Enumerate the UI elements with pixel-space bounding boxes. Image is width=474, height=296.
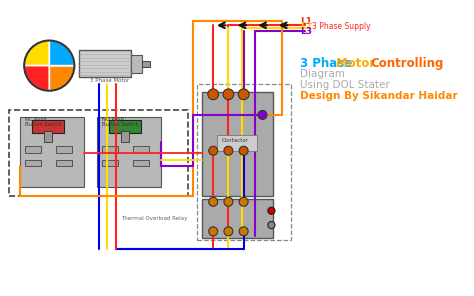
Circle shape bbox=[239, 197, 248, 206]
Text: Design By Sikandar Haidar: Design By Sikandar Haidar bbox=[300, 91, 458, 101]
Bar bbox=[55, 160, 72, 166]
Bar bbox=[109, 120, 141, 133]
Bar bbox=[44, 131, 52, 142]
Text: 3 Phase Motor: 3 Phase Motor bbox=[90, 78, 129, 83]
Bar bbox=[201, 92, 273, 196]
Bar bbox=[131, 55, 142, 73]
Bar bbox=[20, 117, 84, 186]
Wedge shape bbox=[24, 41, 49, 66]
Text: 3 Phase: 3 Phase bbox=[300, 57, 356, 70]
Circle shape bbox=[268, 207, 275, 214]
Bar bbox=[25, 160, 41, 166]
Circle shape bbox=[239, 146, 248, 155]
Circle shape bbox=[209, 146, 218, 155]
Text: L3: L3 bbox=[300, 27, 312, 36]
Text: Thermal Overload Relay: Thermal Overload Relay bbox=[121, 216, 187, 221]
Text: L1: L1 bbox=[300, 17, 312, 25]
Bar bbox=[32, 120, 64, 133]
Bar bbox=[55, 146, 72, 152]
Bar bbox=[121, 131, 129, 142]
Circle shape bbox=[209, 197, 218, 206]
Bar bbox=[25, 146, 41, 152]
Bar bbox=[142, 61, 150, 67]
Circle shape bbox=[223, 89, 234, 100]
Text: Motor: Motor bbox=[336, 57, 379, 70]
Text: Controlling: Controlling bbox=[370, 57, 443, 70]
Bar bbox=[133, 146, 149, 152]
Text: L2: L2 bbox=[300, 22, 312, 31]
Circle shape bbox=[209, 227, 218, 236]
Text: Button Switch: Button Switch bbox=[102, 122, 139, 127]
Text: Using DOL Stater: Using DOL Stater bbox=[300, 80, 390, 90]
Bar bbox=[97, 117, 161, 186]
Circle shape bbox=[224, 197, 233, 206]
Bar bbox=[102, 146, 118, 152]
Circle shape bbox=[224, 146, 233, 155]
Bar bbox=[9, 110, 188, 196]
Circle shape bbox=[208, 89, 219, 100]
Circle shape bbox=[258, 110, 267, 119]
Bar bbox=[217, 135, 257, 151]
Circle shape bbox=[224, 227, 233, 236]
Bar bbox=[102, 160, 118, 166]
Circle shape bbox=[268, 221, 275, 229]
Wedge shape bbox=[49, 41, 74, 66]
Wedge shape bbox=[24, 66, 49, 91]
Bar bbox=[79, 50, 131, 77]
Text: 3 Phase Supply: 3 Phase Supply bbox=[312, 22, 370, 31]
Text: NO Push: NO Push bbox=[102, 117, 124, 122]
Text: Contactor: Contactor bbox=[222, 138, 249, 143]
Text: Diagram: Diagram bbox=[300, 69, 345, 79]
Bar bbox=[197, 83, 291, 240]
Bar bbox=[201, 199, 273, 238]
Bar bbox=[133, 160, 149, 166]
Wedge shape bbox=[49, 66, 74, 91]
Circle shape bbox=[239, 227, 248, 236]
Text: Button Switch: Button Switch bbox=[25, 122, 62, 127]
Circle shape bbox=[238, 89, 249, 100]
Text: NC Push: NC Push bbox=[25, 117, 47, 122]
